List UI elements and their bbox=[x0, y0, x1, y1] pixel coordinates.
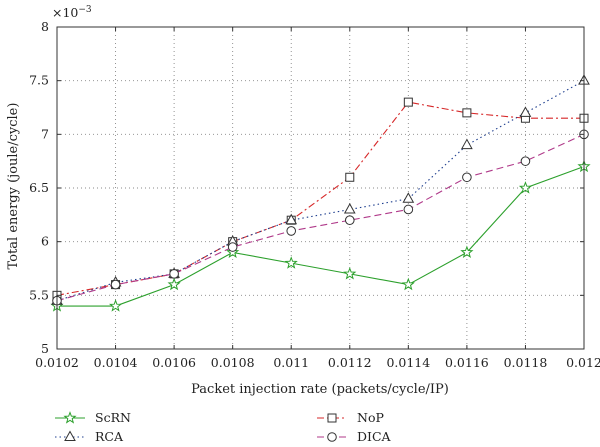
data-point-scrn bbox=[401, 277, 415, 291]
y-tick-label: 7 bbox=[41, 126, 49, 141]
x-tick-label: 0.0112 bbox=[328, 355, 372, 370]
data-point-rca bbox=[461, 138, 473, 150]
y-axis-label: Total energy (joule/cycle) bbox=[6, 103, 21, 270]
x-tick-label: 0.0104 bbox=[94, 355, 138, 370]
data-point-dica bbox=[227, 242, 238, 252]
data-point-scrn bbox=[343, 266, 357, 280]
data-point-rca bbox=[343, 202, 356, 214]
data-point-scrn bbox=[460, 245, 474, 259]
y-scale-exponent: −3 bbox=[78, 5, 92, 15]
series-scrn bbox=[50, 159, 591, 312]
y-tick-label: 6.5 bbox=[29, 180, 49, 195]
legend-label-nop: NoP bbox=[357, 410, 384, 425]
legend-label-dica: DICA bbox=[357, 429, 392, 444]
data-point-dica bbox=[403, 204, 414, 215]
data-point-nop bbox=[462, 108, 472, 118]
data-point-rca bbox=[285, 213, 298, 225]
series-line-nop bbox=[56, 101, 584, 296]
data-point-dica bbox=[520, 156, 531, 166]
legend-item-nop: NoP bbox=[317, 410, 384, 425]
data-point-dica bbox=[286, 226, 297, 236]
series-line-rca bbox=[56, 80, 585, 302]
axis-ticks: 0.0102 0.0104 0.0106 0.0108 0.011 0.0112 0.011… bbox=[29, 19, 600, 370]
y-tick-label: 5.5 bbox=[29, 287, 49, 302]
y-tick-label: 6 bbox=[41, 234, 49, 249]
y-tick-label: 7.5 bbox=[29, 73, 49, 88]
data-point-rca bbox=[519, 106, 532, 117]
legend-item-scrn: ScRN bbox=[55, 410, 131, 425]
legend-marker-nop bbox=[327, 413, 337, 423]
data-point-scrn bbox=[284, 256, 298, 269]
data-point-dica bbox=[169, 269, 179, 279]
y-scale-factor: ×10−3 bbox=[52, 5, 92, 20]
data-point-rca bbox=[402, 192, 415, 203]
y-tick-label: 5 bbox=[41, 341, 49, 356]
series-line-scrn bbox=[57, 166, 585, 307]
legend-marker-rca bbox=[64, 430, 76, 441]
x-tick-label: 0.0108 bbox=[211, 355, 255, 370]
legend-label-scrn: ScRN bbox=[95, 410, 131, 425]
x-tick-label: 0.0106 bbox=[152, 355, 196, 370]
data-point-scrn bbox=[167, 277, 181, 291]
data-point-scrn bbox=[226, 245, 240, 259]
legend-item-rca: RCA bbox=[55, 429, 124, 444]
x-tick-label: 0.011 bbox=[273, 355, 309, 370]
x-tick-label: 0.0116 bbox=[445, 355, 489, 370]
y-tick-label: 8 bbox=[41, 19, 49, 34]
legend-item-dica: DICA bbox=[317, 429, 392, 444]
x-axis-label: Packet injection rate (packets/cycle/IP) bbox=[191, 382, 449, 397]
legend: ScRN NoP RCA DICA bbox=[55, 410, 392, 444]
series-dica bbox=[52, 129, 589, 306]
legend-label-rca: RCA bbox=[95, 429, 124, 444]
x-tick-label: 0.0118 bbox=[504, 355, 548, 370]
series-line-dica bbox=[56, 133, 585, 302]
x-tick-label: 0.012 bbox=[566, 355, 600, 370]
legend-marker-scrn bbox=[63, 411, 77, 424]
data-point-dica bbox=[344, 215, 355, 225]
data-point-dica bbox=[110, 279, 121, 290]
y-scale-base: ×10 bbox=[52, 5, 78, 20]
data-point-nop bbox=[345, 172, 355, 182]
grid-lines bbox=[57, 27, 584, 349]
data-point-scrn bbox=[518, 181, 533, 194]
data-point-dica bbox=[462, 172, 472, 183]
x-tick-label: 0.0102 bbox=[35, 355, 79, 370]
data-point-scrn bbox=[108, 299, 123, 312]
data-point-nop bbox=[403, 97, 413, 107]
legend-marker-dica bbox=[327, 432, 337, 442]
x-tick-label: 0.0114 bbox=[386, 355, 430, 370]
